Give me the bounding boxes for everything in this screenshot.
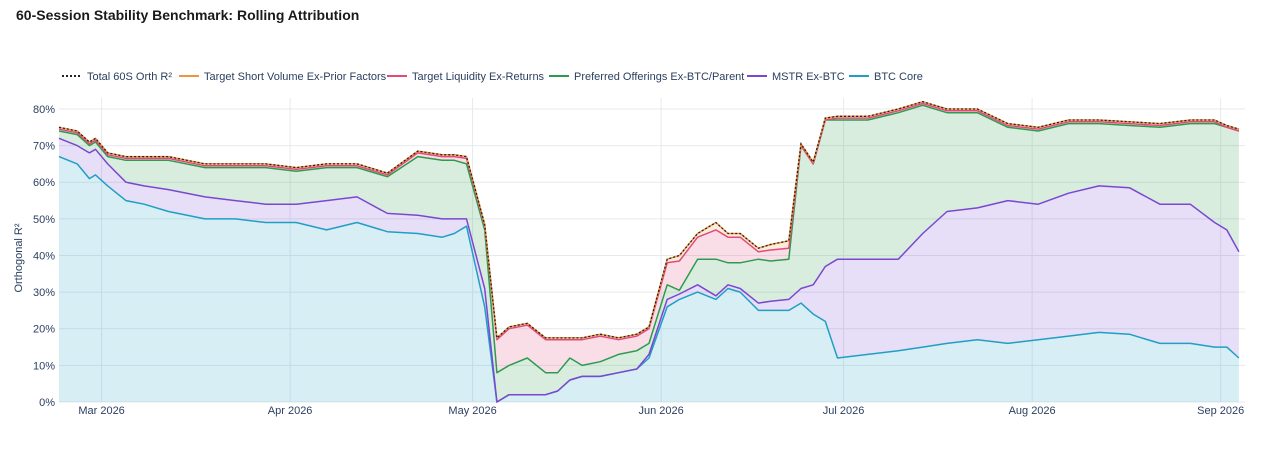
x-tick-label: Mar 2026 <box>78 405 124 417</box>
x-tick-label: Apr 2026 <box>268 405 313 417</box>
x-tick-label: Sep 2026 <box>1197 405 1244 417</box>
x-axis: Mar 2026 Apr 2026 May 2026 Jun 2026 Jul 2026… <box>78 405 1244 417</box>
line-preferred-offerings-ex-btc-parent[interactable] <box>58 104 1240 374</box>
stacked-areas <box>59 101 1239 403</box>
legend-label: Total 60S Orth R² <box>87 71 172 83</box>
line-mstr-ex-btc[interactable] <box>58 137 1240 403</box>
chart-title: 60-Session Stability Benchmark: Rolling … <box>16 7 360 23</box>
y-axis: 0% 10% 20% 30% 40% 50% 60% 70% 80% <box>33 104 55 409</box>
legend-item-target-liquidity-ex-returns[interactable]: Target Liquidity Ex-Returns <box>387 71 545 83</box>
legend[interactable]: Total 60S Orth R² Target Short Volume Ex-… <box>62 71 923 83</box>
legend-label: MSTR Ex-BTC <box>772 71 845 83</box>
line-total[interactable] <box>58 101 1240 340</box>
area-btc-core <box>59 156 1239 402</box>
x-tick-label: Aug 2026 <box>1009 405 1056 417</box>
y-tick-label: 10% <box>33 360 55 372</box>
legend-label: Target Short Volume Ex-Prior Factors <box>204 71 387 83</box>
y-axis-label: Orthogonal R² <box>13 223 25 292</box>
x-tick-label: Jun 2026 <box>638 405 683 417</box>
x-tick-label: Jul 2026 <box>823 405 865 417</box>
legend-item-preferred-offerings-ex-btc-parent[interactable]: Preferred Offerings Ex-BTC/Parent <box>549 71 744 83</box>
legend-label: BTC Core <box>874 71 923 83</box>
y-tick-label: 70% <box>33 141 55 153</box>
legend-label: Preferred Offerings Ex-BTC/Parent <box>574 71 744 83</box>
area-mstr-ex-btc <box>59 138 1239 403</box>
legend-label: Target Liquidity Ex-Returns <box>412 71 545 83</box>
legend-item-btc-core[interactable]: BTC Core <box>849 71 923 83</box>
y-tick-label: 20% <box>33 324 55 336</box>
y-tick-label: 0% <box>39 397 55 409</box>
y-tick-label: 50% <box>33 214 55 226</box>
x-tick-label: May 2026 <box>448 405 496 417</box>
y-tick-label: 60% <box>33 177 55 189</box>
y-tick-label: 80% <box>33 104 55 116</box>
grid <box>59 98 1245 403</box>
y-tick-label: 40% <box>33 250 55 262</box>
area-preferred-offerings-ex-btc-parent <box>59 105 1239 403</box>
series-lines <box>58 100 1240 403</box>
line-target-liquidity-ex-returns[interactable] <box>58 102 1240 341</box>
legend-item-total-60s-orth-r[interactable]: Total 60S Orth R² <box>62 71 172 83</box>
legend-item-target-short-volume-ex-prior-factors[interactable]: Target Short Volume Ex-Prior Factors <box>179 71 387 83</box>
y-tick-label: 30% <box>33 287 55 299</box>
legend-item-mstr-ex-btc[interactable]: MSTR Ex-BTC <box>747 71 845 83</box>
